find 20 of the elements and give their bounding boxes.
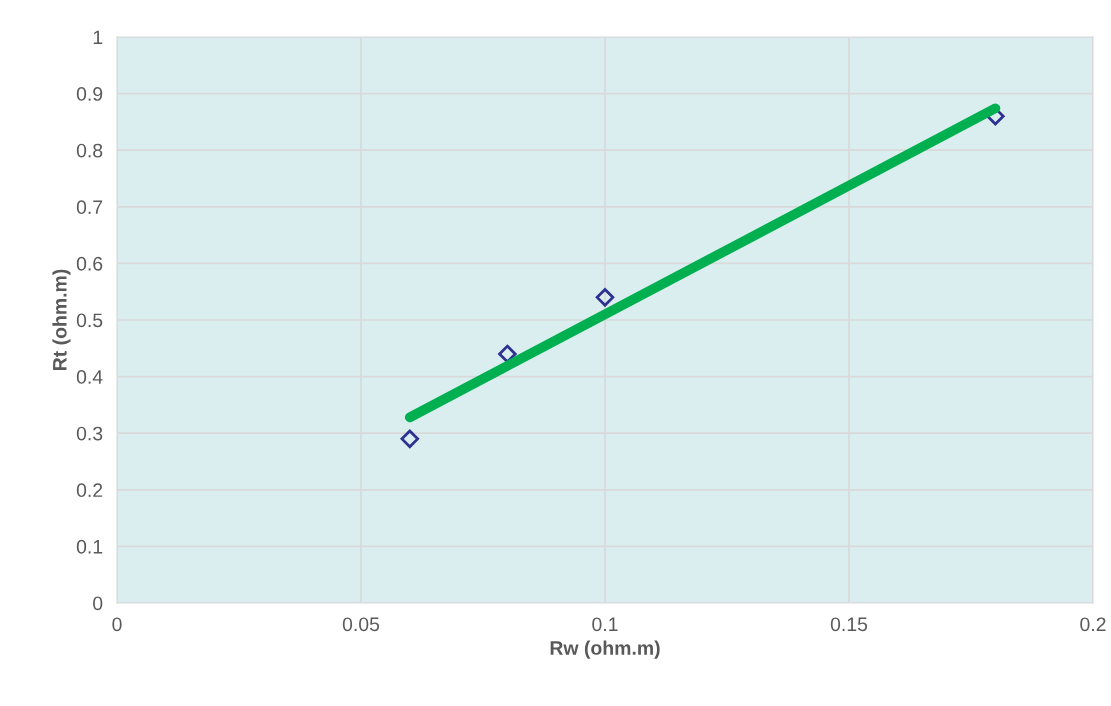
x-axis-title: Rw (ohm.m) (550, 640, 660, 659)
y-tick-label: 0.1 (76, 539, 103, 554)
y-tick-label: 0.6 (76, 256, 103, 271)
x-tick-label: 0.05 (342, 617, 380, 632)
y-tick-label: 0.4 (76, 370, 103, 384)
y-tick-label: 0.7 (76, 200, 103, 215)
x-tick-label: 0.2 (1080, 617, 1106, 632)
y-tick-label: 0.3 (76, 426, 103, 441)
y-tick-label: 1 (93, 30, 103, 45)
y-axis-title: Rt (ohm.m) (52, 269, 71, 370)
x-tick-label: 0 (112, 617, 122, 632)
y-tick-label: 0.2 (76, 483, 103, 498)
y-tick-label: 0.5 (76, 313, 103, 328)
y-tick-label: 0 (93, 596, 103, 611)
y-tick-label: 0.9 (76, 87, 103, 101)
point (595, 288, 615, 307)
point (400, 429, 420, 449)
y-tick-label: 0.8 (76, 143, 103, 158)
x-tick-label: 0.15 (830, 617, 868, 632)
x-tick-label: 0.1 (592, 617, 618, 632)
